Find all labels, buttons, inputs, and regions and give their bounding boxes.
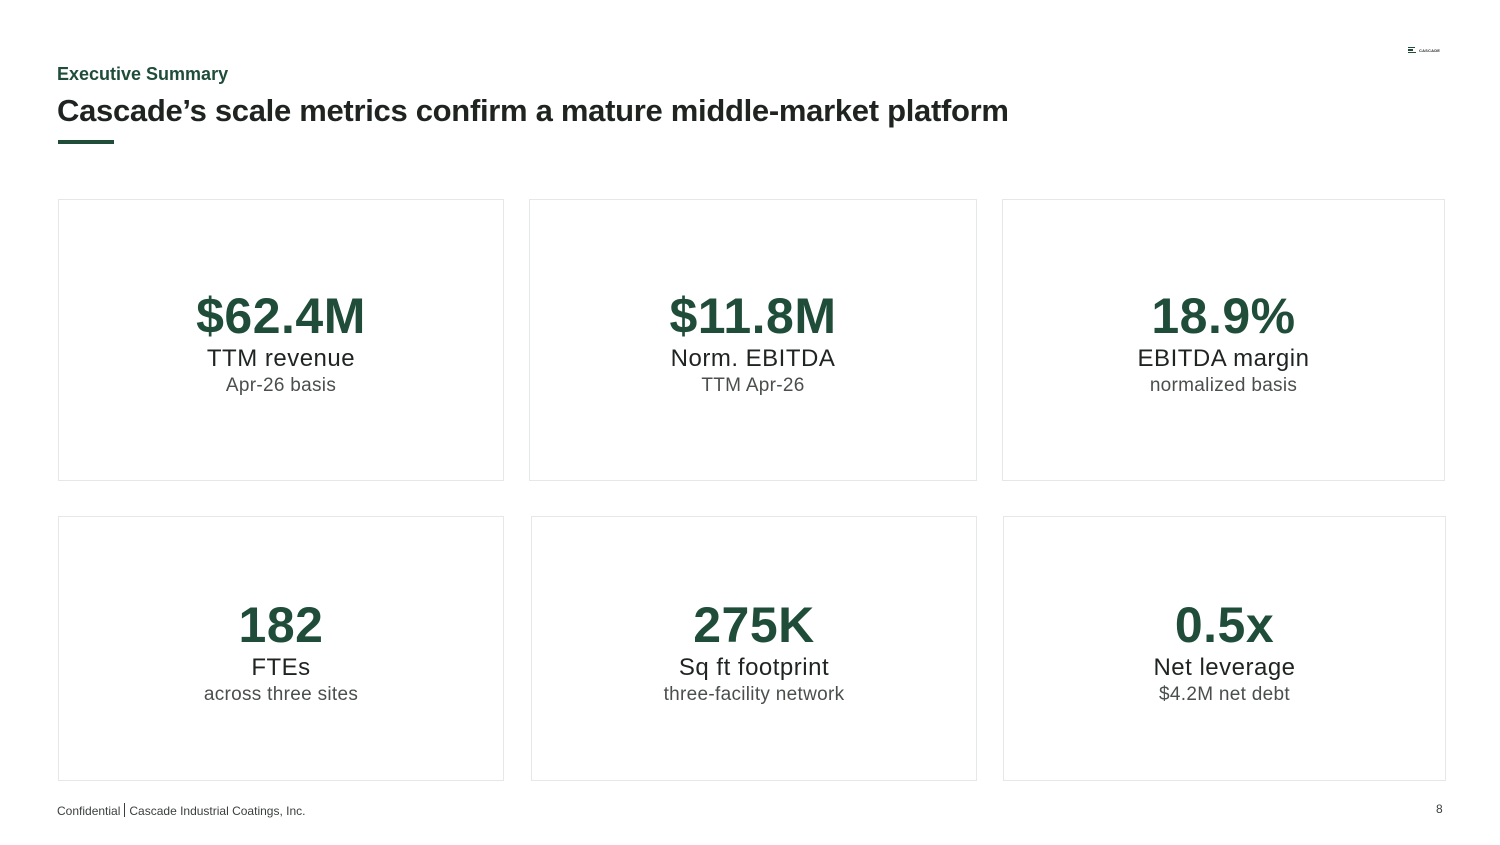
metric-label: EBITDA margin <box>1137 345 1310 372</box>
metric-label: Norm. EBITDA <box>670 345 836 372</box>
metric-value: $62.4M <box>196 288 366 344</box>
metric-subtext: $4.2M net debt <box>1159 684 1290 705</box>
metric-label: Net leverage <box>1153 654 1296 681</box>
page-title: Cascade’s scale metrics confirm a mature… <box>57 93 1009 128</box>
footer-divider <box>124 803 126 817</box>
logo-mark-icon <box>1408 46 1416 54</box>
metric-label: Sq ft footprint <box>678 654 830 681</box>
section-label: Executive Summary <box>57 64 229 84</box>
metric-subtext: Apr-26 basis <box>225 375 337 396</box>
title-underline <box>58 140 114 144</box>
metric-card-ftes: 182 FTEs across three sites <box>58 516 504 781</box>
footer-confidential: Confidential <box>57 804 121 818</box>
metric-subtext: normalized basis <box>1149 375 1298 396</box>
metric-subtext: three-facility network <box>663 684 845 705</box>
metric-value: $11.8M <box>669 288 837 344</box>
footer: Confidential Cascade Industrial Coatings,… <box>57 803 305 818</box>
metric-card-sq-ft-footprint: 275K Sq ft footprint three-facility netw… <box>531 516 977 781</box>
metric-value: 0.5x <box>1174 597 1275 653</box>
metric-value: 18.9% <box>1151 288 1296 344</box>
company-logo: CASCADE <box>1408 43 1440 57</box>
metric-card-ttm-revenue: $62.4M TTM revenue Apr-26 basis <box>58 199 504 481</box>
metric-value: 275K <box>693 597 815 653</box>
metric-label: FTEs <box>251 654 311 681</box>
footer-company: Cascade Industrial Coatings, Inc. <box>129 804 306 818</box>
metric-subtext: TTM Apr-26 <box>701 375 805 396</box>
metric-subtext: across three sites <box>203 684 359 705</box>
metric-card-ebitda-margin: 18.9% EBITDA margin normalized basis <box>1002 199 1445 481</box>
metric-card-net-leverage: 0.5x Net leverage $4.2M net debt <box>1003 516 1446 781</box>
metric-value: 182 <box>238 597 324 653</box>
logo-text: CASCADE <box>1419 47 1441 53</box>
page-number: 8 <box>1436 802 1443 816</box>
metric-label: TTM revenue <box>206 345 356 372</box>
metric-card-norm-ebitda: $11.8M Norm. EBITDA TTM Apr-26 <box>529 199 977 481</box>
